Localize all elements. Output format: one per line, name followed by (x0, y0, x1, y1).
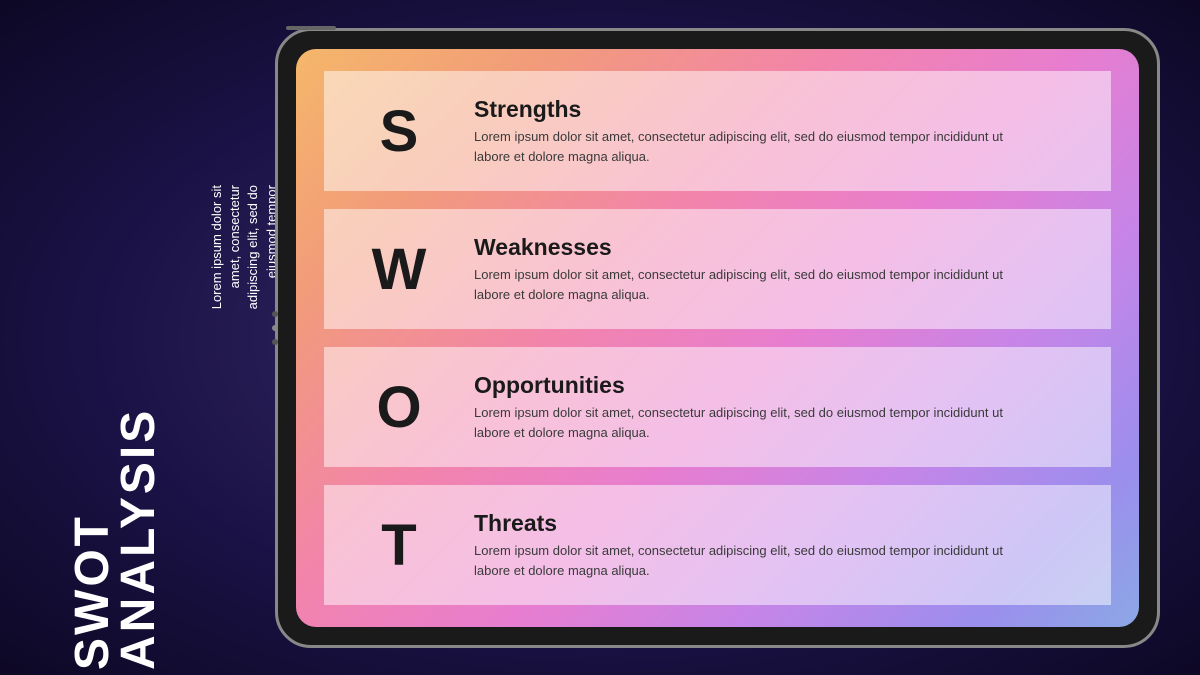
swot-description: Lorem ipsum dolor sit amet, consectetur … (474, 265, 1041, 304)
swot-card-opportunities: O Opportunities Lorem ipsum dolor sit am… (324, 347, 1111, 467)
swot-title: Weaknesses (474, 234, 1041, 261)
tablet-indicator-dot (272, 311, 278, 317)
swot-card-strengths: S Strengths Lorem ipsum dolor sit amet, … (324, 71, 1111, 191)
swot-letter: T (354, 512, 444, 579)
swot-card-weaknesses: W Weaknesses Lorem ipsum dolor sit amet,… (324, 209, 1111, 329)
swot-description: Lorem ipsum dolor sit amet, consectetur … (474, 127, 1041, 166)
swot-description: Lorem ipsum dolor sit amet, consectetur … (474, 403, 1041, 442)
swot-letter: S (354, 98, 444, 165)
swot-content: Weaknesses Lorem ipsum dolor sit amet, c… (474, 234, 1081, 304)
sidebar-title-line2: ANALYSIS (112, 408, 165, 670)
swot-content: Strengths Lorem ipsum dolor sit amet, co… (474, 96, 1081, 166)
tablet-side-controls (272, 311, 278, 345)
swot-content: Opportunities Lorem ipsum dolor sit amet… (474, 372, 1081, 442)
tablet-indicator-dot (272, 325, 278, 331)
swot-content: Threats Lorem ipsum dolor sit amet, cons… (474, 510, 1081, 580)
swot-title: Strengths (474, 96, 1041, 123)
swot-description: Lorem ipsum dolor sit amet, consectetur … (474, 541, 1041, 580)
tablet-frame: S Strengths Lorem ipsum dolor sit amet, … (275, 28, 1160, 648)
swot-card-threats: T Threats Lorem ipsum dolor sit amet, co… (324, 485, 1111, 605)
tablet-indicator-dot (272, 339, 278, 345)
swot-letter: O (354, 374, 444, 441)
sidebar-title: SWOT ANALYSIS (70, 408, 161, 670)
tablet-power-button (286, 26, 336, 30)
swot-title: Threats (474, 510, 1041, 537)
tablet-screen: S Strengths Lorem ipsum dolor sit amet, … (296, 49, 1139, 627)
swot-letter: W (354, 236, 444, 303)
swot-title: Opportunities (474, 372, 1041, 399)
